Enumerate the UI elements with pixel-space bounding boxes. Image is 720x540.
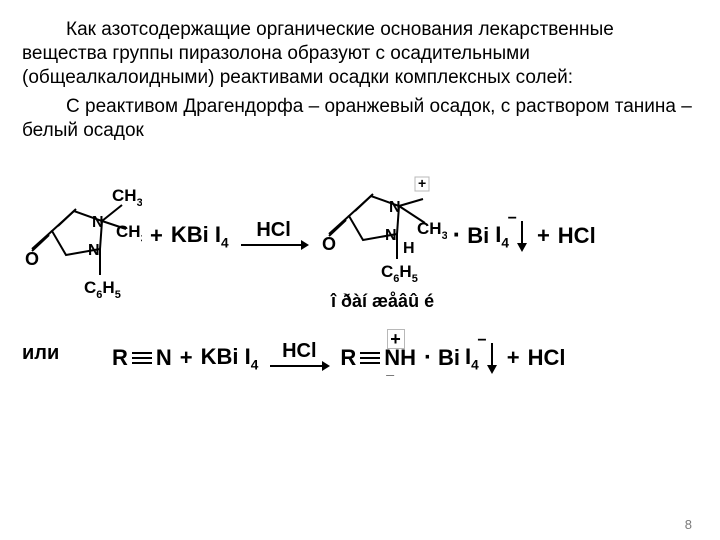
- precipitate-arrow-1: [515, 219, 529, 253]
- page-number: 8: [685, 517, 692, 532]
- svg-text:+: +: [418, 175, 426, 191]
- plus-3: +: [178, 345, 195, 371]
- garbled-label: î ðàí æåâû é: [331, 291, 434, 312]
- svg-text:CH3: CH3: [116, 222, 142, 245]
- salt-dot: ·: [453, 219, 462, 250]
- anion-bii4-2: Bi I4 −: [438, 344, 479, 372]
- plus-2: +: [535, 223, 552, 249]
- reagent-kbii4: KBi I4: [171, 222, 229, 250]
- plus-4: +: [505, 345, 522, 371]
- r-triple-n: R N: [112, 345, 172, 371]
- svg-text:CH3: CH3: [417, 219, 447, 242]
- svg-text:H: H: [403, 240, 415, 257]
- reaction-arrow-1: HCl: [235, 220, 313, 253]
- svg-text:CH3: CH3: [112, 186, 142, 209]
- svg-text:C6H5: C6H5: [84, 278, 121, 301]
- product-molecule: O N N + CH3 H C6H5: [319, 161, 447, 291]
- svg-text:N: N: [385, 227, 397, 244]
- reaction-arrow-2: HCl: [264, 341, 334, 374]
- anion-bii4: Bi I4 −: [467, 222, 509, 250]
- plus-1: +: [148, 223, 165, 249]
- svg-text:N: N: [88, 242, 100, 259]
- paragraph-2: С реактивом Драгендорфа – оранжевый осад…: [22, 95, 698, 143]
- reaction-2: R N + KBi I4 HCl R NH + _ · Bi I4 − + HC…: [112, 341, 698, 375]
- svg-text:C6H5: C6H5: [381, 262, 418, 285]
- hcl-product-2: HCl: [528, 345, 566, 371]
- precipitate-arrow-2: [485, 341, 499, 375]
- r-triple-nh: R NH + _: [340, 345, 416, 371]
- svg-text:N: N: [389, 199, 401, 216]
- salt-dot-2: ·: [424, 344, 432, 372]
- reaction-1: O N N CH3 CH3 C6H5 + KBi I4 HCl O: [22, 161, 698, 312]
- reactant-molecule: O N N CH3 CH3 C6H5: [22, 171, 142, 301]
- charge-plus-box: +: [387, 329, 405, 349]
- svg-text:O: O: [25, 249, 39, 269]
- svg-text:O: O: [322, 234, 336, 254]
- paragraph-1: Как азотсодержащие органические основани…: [22, 18, 698, 89]
- svg-text:N: N: [92, 214, 104, 231]
- hcl-product-1: HCl: [558, 223, 596, 249]
- reagent-kbii4-2: KBi I4: [201, 344, 259, 372]
